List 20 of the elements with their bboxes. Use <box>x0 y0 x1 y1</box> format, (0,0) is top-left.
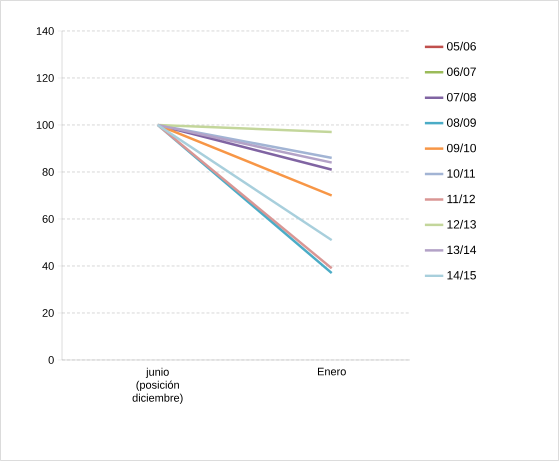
legend-label: 14/15 <box>447 270 476 280</box>
y-tick-label: 40 <box>42 262 54 270</box>
y-tick-label: 140 <box>36 27 54 35</box>
y-tick-label: 20 <box>42 309 54 317</box>
legend-label: 11/12 <box>447 194 475 204</box>
y-tick-label: 80 <box>42 168 54 176</box>
legend-label: 07/08 <box>447 92 476 102</box>
legend-label: 05/06 <box>447 42 476 51</box>
legend-label: 13/14 <box>447 245 476 254</box>
y-tick-label: 0 <box>48 356 54 364</box>
legend-label: 10/11 <box>447 168 475 178</box>
y-tick-label: 60 <box>42 215 54 223</box>
y-tick-label: 100 <box>36 121 54 129</box>
legend-label: 12/13 <box>447 220 476 229</box>
x-tick-label: junio (posición diciembre) <box>132 368 183 404</box>
x-tick-label: Enero <box>318 368 346 376</box>
legend-label: 06/07 <box>447 67 476 76</box>
legend-label: 09/10 <box>447 144 476 152</box>
y-tick-label: 120 <box>36 74 54 82</box>
legend-label: 08/09 <box>447 118 476 127</box>
